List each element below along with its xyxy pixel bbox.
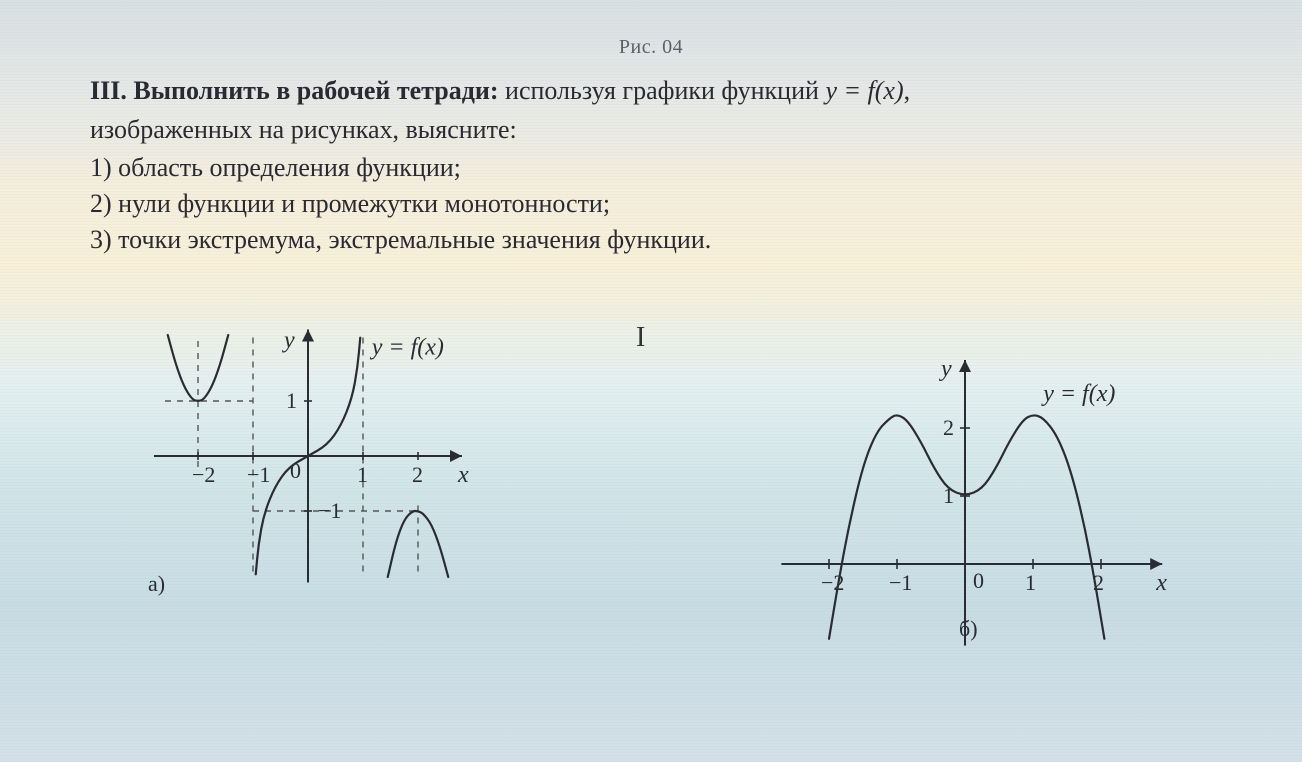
svg-text:1: 1 bbox=[286, 388, 297, 413]
figure-a-plot: −2−1121−10yxy = f(x)а) bbox=[130, 286, 510, 616]
problem-heading: III. Выполнить в рабочей тетради: исполь… bbox=[90, 73, 1212, 108]
heading-rest: используя графики функций bbox=[499, 76, 826, 105]
task-2: 2) нули функции и промежутки монотонност… bbox=[90, 186, 1212, 222]
svg-text:а): а) bbox=[148, 571, 165, 596]
svg-text:−1: −1 bbox=[889, 570, 912, 595]
figure-a: −2−1121−10yxy = f(x)а) bbox=[130, 286, 510, 621]
heading-comma: , bbox=[904, 76, 911, 105]
page: Рис. 04 III. Выполнить в рабочей тетради… bbox=[0, 0, 1302, 736]
svg-text:−1: −1 bbox=[318, 498, 341, 523]
svg-text:2: 2 bbox=[412, 462, 423, 487]
svg-text:0: 0 bbox=[973, 568, 984, 593]
task-3: 3) точки экстремума, экстремальные значе… bbox=[90, 222, 1212, 258]
task-list: 1) область определения функции; 2) нули … bbox=[90, 150, 1212, 258]
svg-text:x: x bbox=[457, 462, 469, 488]
task-1: 1) область определения функции; bbox=[90, 150, 1212, 186]
svg-text:y: y bbox=[939, 356, 952, 382]
svg-text:1: 1 bbox=[357, 462, 368, 487]
figures-row: −2−1121−10yxy = f(x)а) −2−112120yxy = f(… bbox=[90, 286, 1212, 716]
svg-text:y = f(x): y = f(x) bbox=[370, 334, 444, 360]
svg-text:−2: −2 bbox=[192, 462, 215, 487]
heading-bold: III. Выполнить в рабочей тетради: bbox=[90, 76, 499, 105]
heading-function: y = f(x) bbox=[825, 76, 903, 105]
svg-text:x: x bbox=[1155, 570, 1167, 596]
svg-text:б): б) bbox=[959, 616, 978, 641]
figure-b: −2−112120yxy = f(x)б) bbox=[770, 326, 1210, 661]
svg-text:2: 2 bbox=[943, 415, 954, 440]
line-2: изображенных на рисунках, выясните: bbox=[90, 112, 1212, 148]
svg-text:1: 1 bbox=[1025, 570, 1036, 595]
figure-b-plot: −2−112120yxy = f(x)б) bbox=[770, 326, 1210, 656]
svg-text:y: y bbox=[282, 327, 295, 353]
svg-text:y = f(x): y = f(x) bbox=[1041, 380, 1115, 406]
figure-number-fragment: Рис. 04 bbox=[90, 36, 1212, 59]
svg-text:−1: −1 bbox=[247, 462, 270, 487]
